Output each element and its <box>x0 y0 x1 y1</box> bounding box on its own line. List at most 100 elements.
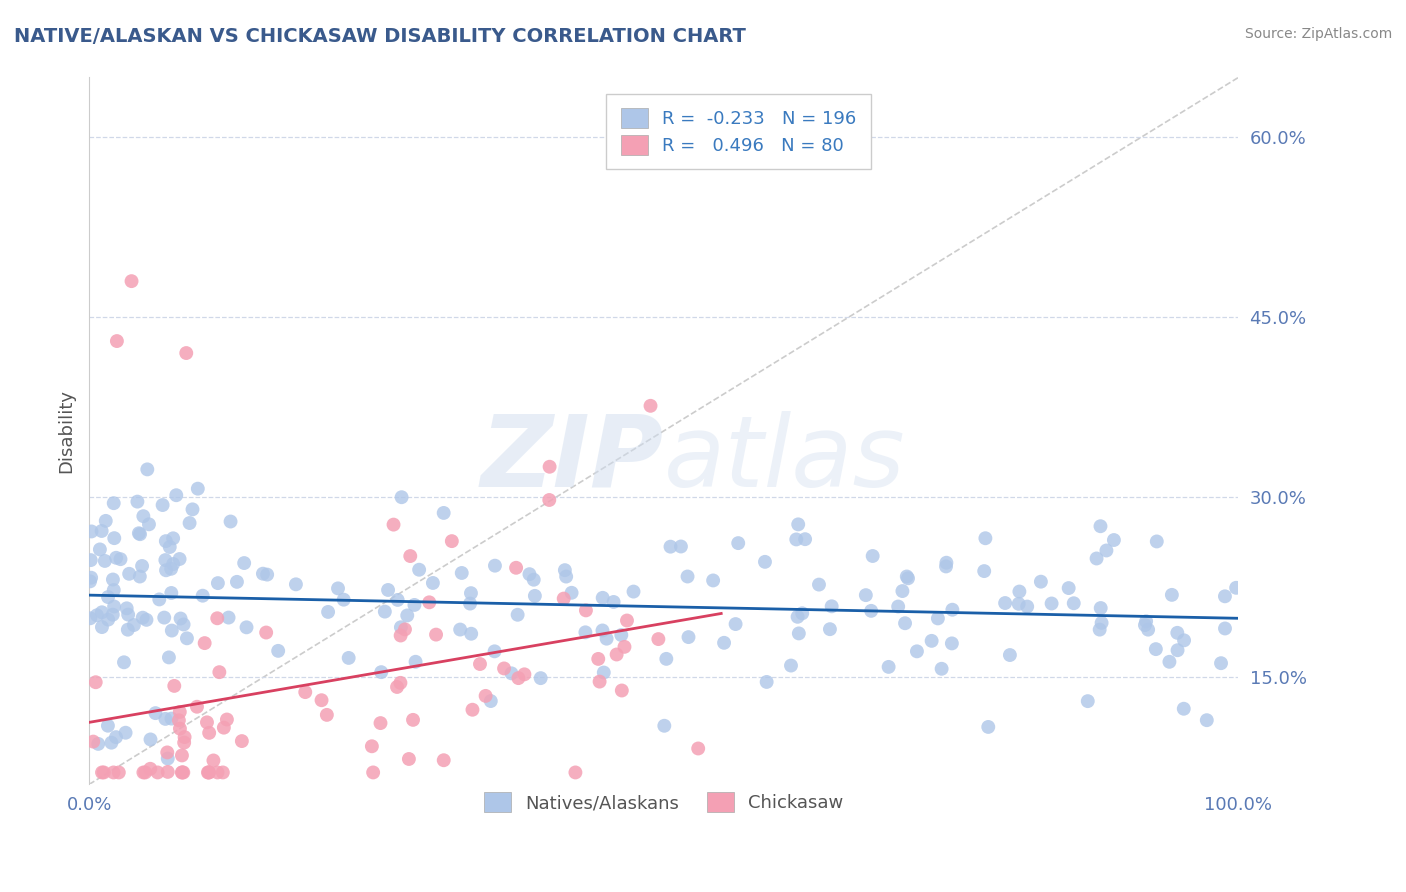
Point <box>1160 588 1182 602</box>
Point <box>332 592 354 607</box>
Point <box>198 726 221 740</box>
Point <box>233 556 256 570</box>
Point <box>538 459 561 474</box>
Point <box>931 662 953 676</box>
Point <box>422 576 444 591</box>
Point <box>501 666 523 681</box>
Point <box>337 651 360 665</box>
Point <box>460 626 482 640</box>
Point <box>592 624 614 638</box>
Point <box>179 516 201 530</box>
Point <box>389 628 412 642</box>
Point <box>1167 643 1189 657</box>
Point <box>973 564 995 578</box>
Point <box>402 713 425 727</box>
Point <box>1146 534 1168 549</box>
Point <box>169 552 191 566</box>
Point <box>640 399 662 413</box>
Point <box>155 534 177 549</box>
Point <box>1102 533 1125 547</box>
Point <box>212 721 235 735</box>
Point <box>891 584 914 599</box>
Point <box>508 671 530 685</box>
Point <box>155 553 177 567</box>
Point <box>91 620 114 634</box>
Point <box>127 494 149 508</box>
Point <box>1063 596 1085 610</box>
Point <box>394 623 416 637</box>
Point <box>157 650 180 665</box>
Point <box>974 531 997 545</box>
Point <box>267 644 290 658</box>
Point <box>1209 656 1232 670</box>
Point <box>172 765 194 780</box>
Point <box>755 675 778 690</box>
Point <box>159 540 181 554</box>
Point <box>132 765 155 780</box>
Point <box>194 636 217 650</box>
Point <box>523 573 546 587</box>
Point <box>254 625 277 640</box>
Point <box>162 531 184 545</box>
Point <box>1088 623 1111 637</box>
Point <box>595 632 617 646</box>
Point <box>387 593 409 607</box>
Point <box>284 577 307 591</box>
Point <box>592 665 614 680</box>
Point <box>1090 615 1112 630</box>
Point <box>554 563 576 577</box>
Point <box>1137 623 1160 637</box>
Point <box>374 605 396 619</box>
Point <box>94 514 117 528</box>
Legend: Natives/Alaskans, Chickasaw: Natives/Alaskans, Chickasaw <box>471 780 856 825</box>
Point <box>139 762 162 776</box>
Point <box>461 703 484 717</box>
Point <box>118 566 141 581</box>
Point <box>181 502 204 516</box>
Point <box>131 610 153 624</box>
Point <box>97 719 120 733</box>
Point <box>160 586 183 600</box>
Point <box>139 732 162 747</box>
Point <box>195 715 218 730</box>
Point <box>129 527 152 541</box>
Point <box>408 563 430 577</box>
Point <box>519 567 541 582</box>
Point <box>655 652 678 666</box>
Point <box>399 549 422 563</box>
Point <box>564 765 586 780</box>
Point <box>389 676 412 690</box>
Point <box>927 611 949 625</box>
Point <box>994 596 1017 610</box>
Point <box>198 765 221 780</box>
Point <box>561 586 583 600</box>
Point <box>215 713 238 727</box>
Point <box>136 462 159 476</box>
Point <box>207 765 229 780</box>
Point <box>1085 551 1108 566</box>
Point <box>678 630 700 644</box>
Point <box>252 566 274 581</box>
Point <box>115 601 138 615</box>
Point <box>905 644 928 658</box>
Point <box>606 648 628 662</box>
Point <box>1173 702 1195 716</box>
Point <box>377 582 399 597</box>
Point <box>385 680 408 694</box>
Point <box>652 719 675 733</box>
Point <box>713 636 735 650</box>
Point <box>513 667 536 681</box>
Point <box>425 627 447 641</box>
Point <box>172 765 194 780</box>
Point <box>105 334 128 348</box>
Point <box>647 632 669 646</box>
Point <box>616 614 638 628</box>
Point <box>202 754 225 768</box>
Point <box>160 624 183 638</box>
Point <box>117 607 139 622</box>
Point <box>786 609 808 624</box>
Point <box>821 599 844 614</box>
Point <box>84 675 107 690</box>
Point <box>89 542 111 557</box>
Point <box>592 591 614 605</box>
